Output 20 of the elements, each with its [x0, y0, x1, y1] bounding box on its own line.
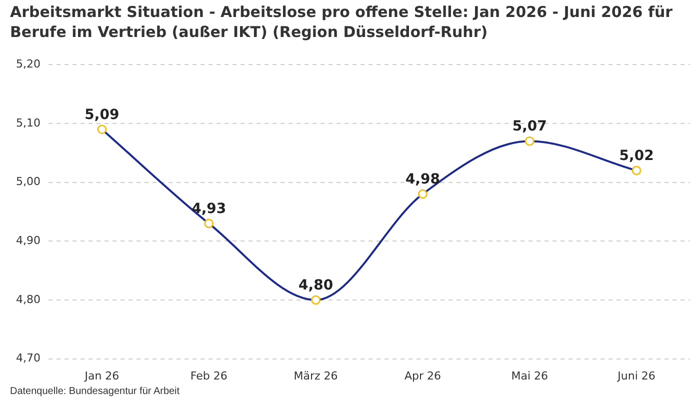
- x-tick-label: Feb 26: [190, 369, 228, 382]
- x-tick-label: Mai 26: [511, 369, 548, 382]
- data-label: 4,98: [405, 172, 440, 188]
- y-tick-label: 4,80: [16, 292, 40, 306]
- y-tick-label: 5,10: [16, 116, 40, 130]
- x-tick-label: Apr 26: [404, 369, 441, 382]
- data-label: 5,02: [619, 148, 654, 164]
- data-label: 5,07: [512, 118, 547, 135]
- data-label: 4,93: [192, 201, 226, 218]
- y-tick-label: 5,00: [16, 175, 40, 188]
- y-tick-label: 4,70: [16, 352, 40, 365]
- x-tick-label: Jan 26: [84, 369, 120, 382]
- x-tick-label: März 26: [294, 369, 338, 382]
- data-label: 5,09: [84, 106, 120, 123]
- chart-title: Arbeitsmarkt Situation - Arbeitslose pro offene Stelle: Jan 2026 - Juni 2026 für Berufe im Vertrieb (außer IKT) (Region Düsseldorf-Ruhr): [10, 2, 674, 42]
- y-tick-label: 5,20: [16, 57, 40, 70]
- y-tick-label: 4,90: [16, 234, 40, 247]
- text: Datenquelle: Bundesagentur für Arbeit: [10, 386, 180, 397]
- data-label: 4,80: [298, 278, 334, 294]
- x-tick-label: Juni 26: [616, 369, 656, 382]
